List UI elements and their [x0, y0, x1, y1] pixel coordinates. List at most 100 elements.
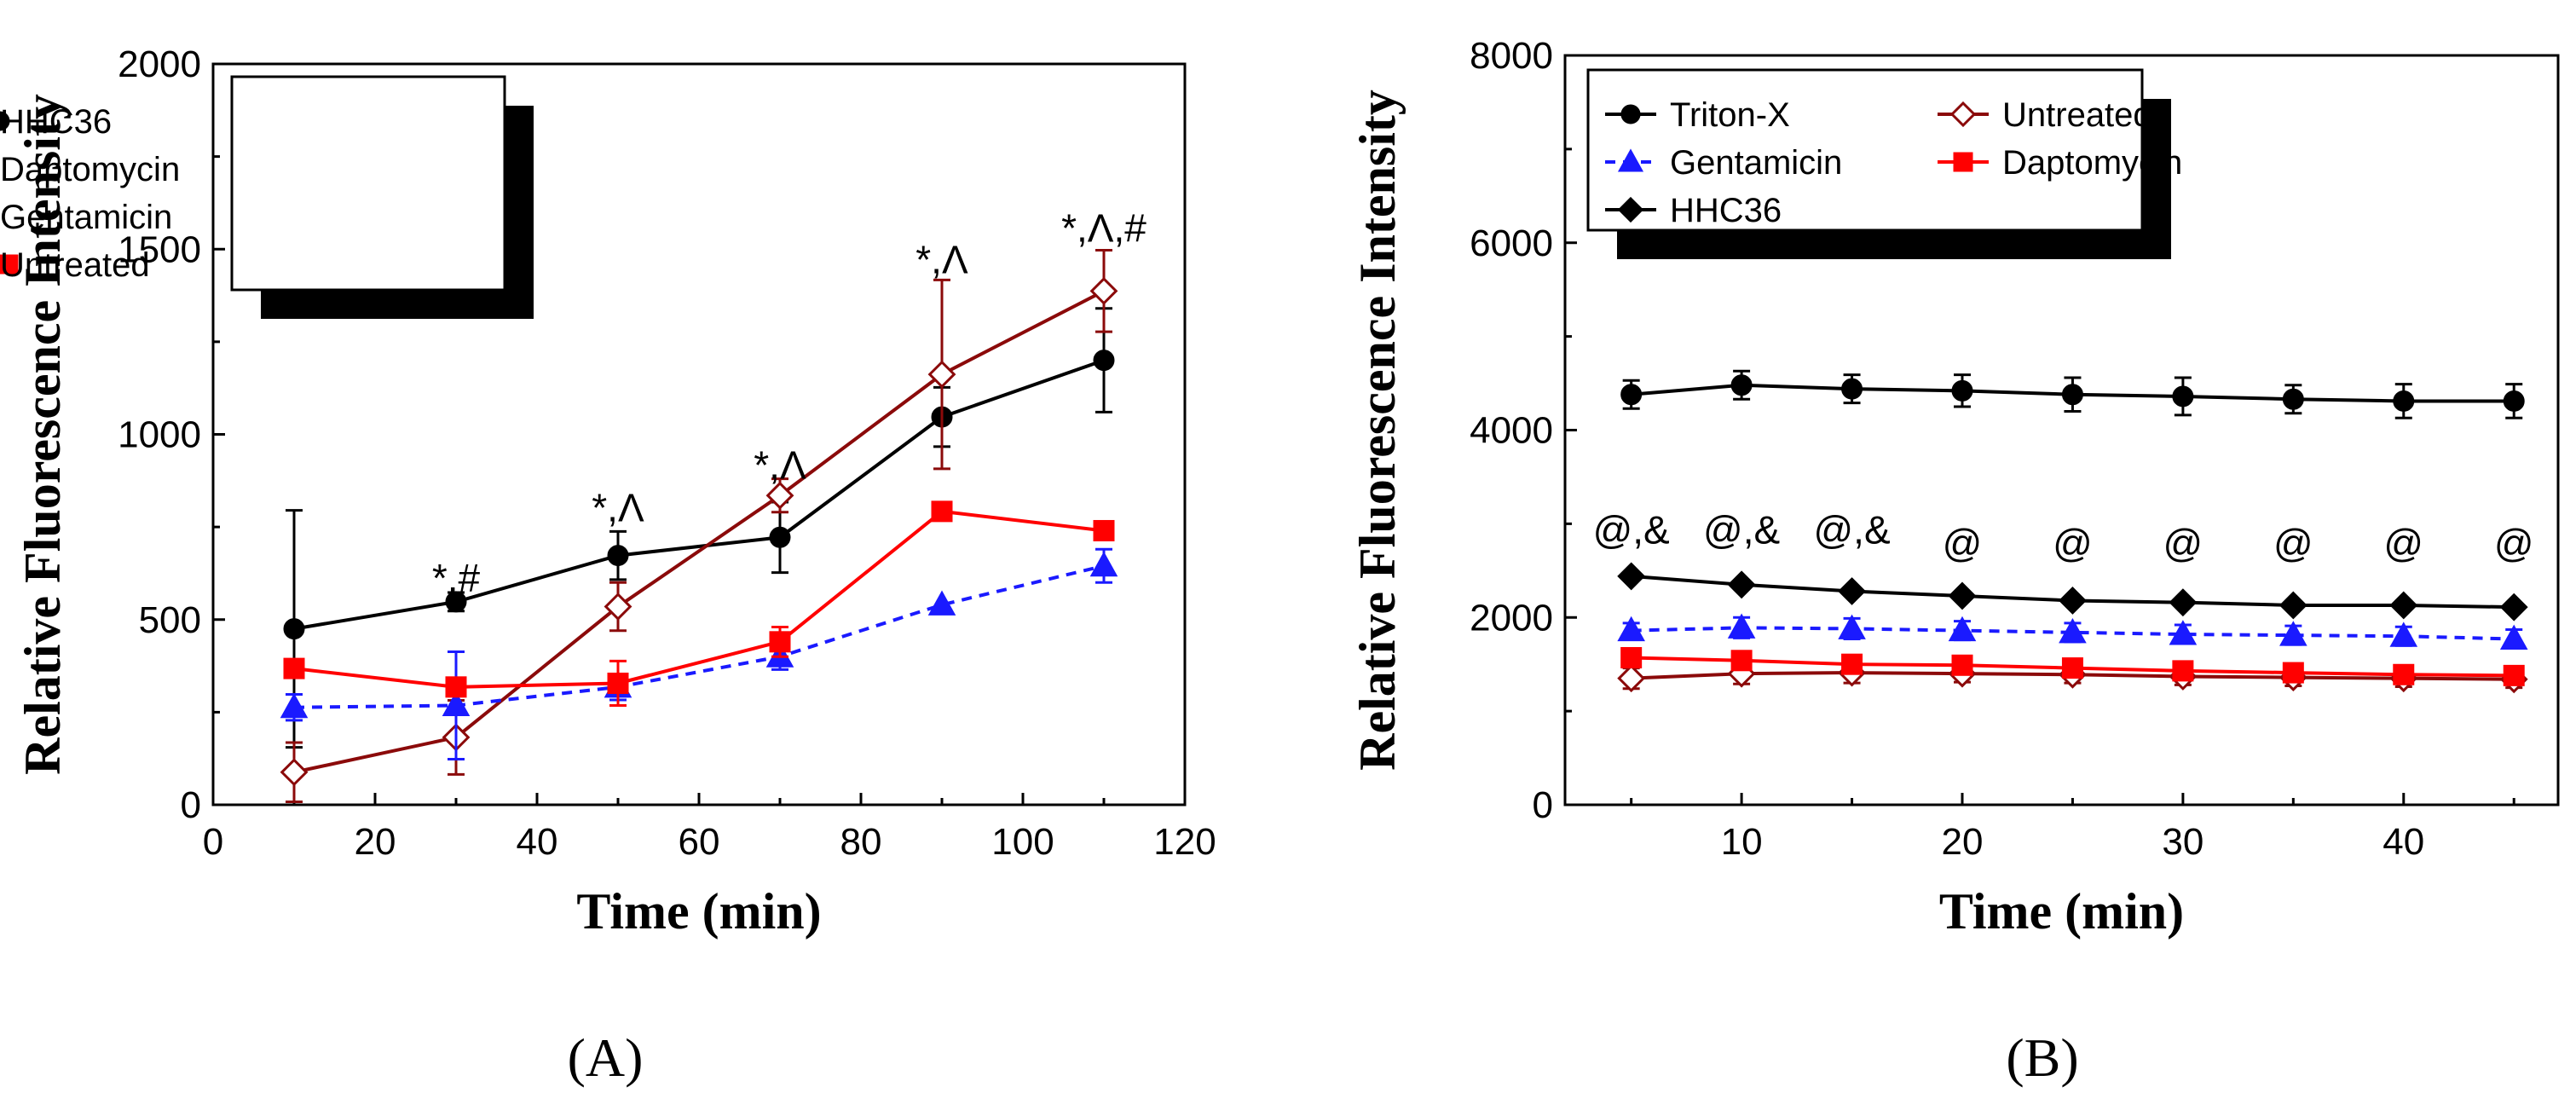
data-point-gentamicin — [1838, 614, 1866, 639]
data-point-daptomycin — [765, 481, 794, 510]
data-point-gentamicin — [280, 692, 309, 719]
legend-box-b — [1586, 68, 2144, 232]
data-point-gentamicin — [1727, 613, 1756, 639]
x-tick-label-a: 100 — [991, 821, 1054, 863]
data-point-untreated — [931, 500, 953, 523]
data-point-untreated — [445, 676, 467, 698]
significance-annotation-a: *,Λ — [592, 486, 644, 530]
x-tick-label-b: 20 — [1942, 821, 1984, 863]
data-point-hhc36 — [2389, 591, 2418, 620]
data-point-daptomycin — [2282, 662, 2304, 684]
x-tick-label-b: 30 — [2162, 821, 2203, 863]
data-point-gentamicin — [442, 691, 471, 717]
y-tick-label-b: 6000 — [1470, 223, 1553, 264]
y-tick-label-b: 4000 — [1470, 410, 1553, 452]
significance-annotation-b: @,& — [1813, 507, 1890, 552]
data-point-triton-x — [1841, 378, 1863, 400]
y-tick-label-a: 1500 — [118, 228, 201, 270]
data-point-daptomycin — [1730, 650, 1753, 672]
data-point-hhc36 — [1838, 577, 1866, 605]
x-tick-label-a: 40 — [517, 821, 558, 863]
data-point-gentamicin — [1617, 616, 1645, 642]
x-tick-label-a: 120 — [1153, 821, 1216, 863]
data-point-hhc36 — [769, 526, 791, 548]
x-tick-label-a: 80 — [840, 821, 882, 863]
series-line-gentamicin — [293, 564, 1105, 709]
data-point-untreated — [607, 672, 629, 694]
data-point-hhc36 — [1948, 581, 1977, 610]
x-tick-label-a: 20 — [355, 821, 396, 863]
data-point-triton-x — [1951, 379, 1973, 402]
chart-b-svg: 10 20 30 40 0 2000 4000 6000 8000 Time (min) Relat… — [1349, 35, 2560, 1088]
legend-label-daptomycin: Daptomycin — [0, 151, 180, 188]
y-tick-label-a: 1000 — [118, 414, 201, 456]
series-hhc36-b — [1617, 562, 2528, 621]
series-line-hhc36 — [293, 358, 1105, 631]
panel-label-b: (B) — [2006, 1027, 2078, 1088]
series-gentamicin-a — [280, 547, 1118, 761]
data-point-triton-x — [2282, 388, 2304, 410]
data-point-gentamicin — [2169, 620, 2198, 645]
significance-annotation-b: @ — [2163, 521, 2203, 565]
data-point-daptomycin — [1841, 653, 1863, 675]
legend-label-daptomycin: Daptomycin — [2002, 144, 2182, 182]
data-point-hhc36 — [283, 618, 305, 640]
data-point-hhc36 — [2169, 588, 2198, 617]
data-point-hhc36 — [2059, 587, 2087, 615]
legend-label-gentamicin: Gentamicin — [1670, 144, 1842, 182]
y-tick-label-b: 0 — [1533, 784, 1553, 826]
y-axis-title-a: Relative Fluorescence Intensity — [14, 94, 71, 775]
data-point-daptomycin — [280, 758, 309, 787]
data-point-untreated — [1617, 664, 1646, 693]
legend-label-gentamicin: Gentamicin — [0, 199, 172, 236]
series-untreated-a — [283, 500, 1115, 708]
significance-annotation-a: *,Λ — [754, 443, 806, 488]
legend-label-hhc36: HHC36 — [0, 103, 112, 141]
y-tick-label-a: 0 — [181, 784, 201, 826]
legend-marker-untreated — [0, 254, 19, 275]
x-tick-label-a: 60 — [679, 821, 720, 863]
data-point-hhc36 — [607, 545, 629, 567]
significance-annotation-b: @ — [2273, 521, 2313, 565]
series-line-gentamicin — [1631, 626, 2515, 641]
series-daptomycin-b — [1620, 646, 2525, 686]
x-axis-title-b: Time (min) — [1939, 883, 2184, 939]
chart-panel-a: 0 20 40 60 80 100 120 0 500 1000 1500 2000 Time (min… — [0, 43, 1216, 1088]
data-point-hhc36 — [1727, 570, 1756, 599]
data-point-hhc36 — [2279, 591, 2307, 620]
legend-label-untreated: Untreated — [0, 246, 150, 284]
series-line-daptomycin — [293, 289, 1105, 774]
y-tick-label-a: 2000 — [118, 43, 201, 85]
legend-a: HHC36 Daptomycin Gentamicin Untreated — [0, 75, 534, 319]
data-point-gentamicin — [2279, 621, 2307, 646]
data-point-gentamicin — [2059, 617, 2087, 644]
x-tick-label-b: 10 — [1721, 821, 1763, 863]
data-point-daptomycin — [2172, 660, 2194, 682]
significance-annotation-b: @ — [2053, 521, 2093, 565]
legend-marker-daptomycin — [1953, 152, 1973, 172]
data-point-hhc36 — [1617, 562, 1646, 591]
data-point-untreated — [283, 657, 305, 679]
chart-a-svg: 0 20 40 60 80 100 120 0 500 1000 1500 2000 Time (min… — [0, 43, 1216, 1088]
data-point-untreated — [769, 631, 791, 653]
significance-annotation-b: @ — [1943, 521, 1983, 565]
data-point-hhc36 — [1093, 350, 1115, 372]
legend-marker-hhc36 — [1617, 196, 1644, 223]
y-axis-title-b: Relative Fluorescence Intensity — [1349, 90, 1406, 771]
data-point-triton-x — [2393, 390, 2415, 412]
data-point-triton-x — [2061, 384, 2083, 406]
data-point-daptomycin — [2503, 664, 2525, 686]
data-point-triton-x — [1730, 374, 1753, 396]
significance-annotation-b: @,& — [1593, 507, 1670, 552]
x-axis-title-a: Time (min) — [576, 883, 821, 939]
legend-label-hhc36: HHC36 — [1670, 192, 1782, 229]
x-tick-label-a: 0 — [203, 821, 223, 863]
legend-b: Triton-X Untreated Gentamicin Daptomycin HHC… — [1586, 68, 2182, 259]
significance-annotation-a: *,Λ — [915, 237, 968, 281]
data-point-daptomycin — [1620, 646, 1643, 668]
significance-annotation-b: @ — [2383, 521, 2423, 565]
data-point-gentamicin — [2499, 624, 2528, 650]
significance-annotation-b: @,& — [1703, 507, 1780, 552]
legend-marker-untreated — [1949, 101, 1977, 128]
data-point-daptomycin — [2061, 657, 2083, 679]
